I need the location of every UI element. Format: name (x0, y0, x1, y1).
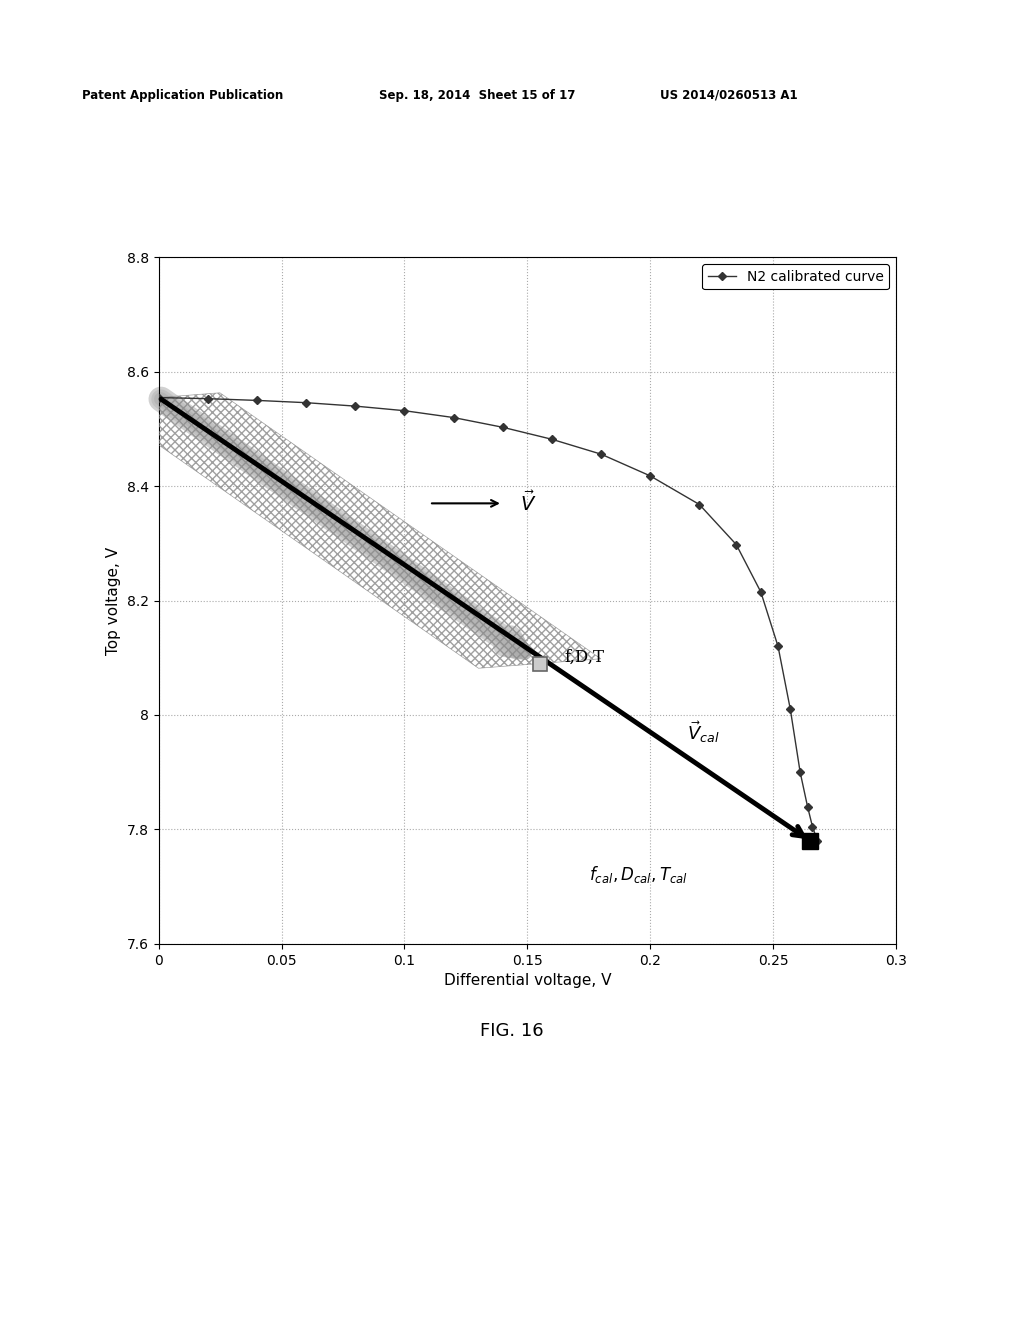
Text: $\vec{V}$: $\vec{V}$ (520, 491, 537, 516)
Line: N2 calibrated curve: N2 calibrated curve (156, 395, 820, 843)
Text: Patent Application Publication: Patent Application Publication (82, 88, 284, 102)
N2 calibrated curve (806, 818, 818, 834)
N2 calibrated curve (730, 537, 742, 553)
N2 calibrated curve (693, 496, 706, 512)
N2 calibrated curve (251, 392, 263, 408)
N2 calibrated curve (497, 420, 509, 436)
N2 calibrated curve (546, 432, 558, 447)
N2 calibrated curve (644, 469, 656, 484)
Text: US 2014/0260513 A1: US 2014/0260513 A1 (660, 88, 798, 102)
Text: $\vec{V}_{cal}$: $\vec{V}_{cal}$ (687, 719, 720, 744)
X-axis label: Differential voltage, V: Differential voltage, V (443, 973, 611, 989)
N2 calibrated curve (349, 399, 361, 414)
N2 calibrated curve (300, 395, 312, 411)
N2 calibrated curve (153, 389, 165, 405)
Text: $f_{cal},D_{cal},T_{cal}$: $f_{cal},D_{cal},T_{cal}$ (589, 863, 688, 884)
N2 calibrated curve (784, 701, 797, 717)
N2 calibrated curve (802, 799, 814, 814)
N2 calibrated curve (772, 639, 784, 655)
N2 calibrated curve (447, 409, 460, 425)
N2 calibrated curve (202, 391, 214, 407)
Text: Sep. 18, 2014  Sheet 15 of 17: Sep. 18, 2014 Sheet 15 of 17 (379, 88, 575, 102)
Text: FIG. 16: FIG. 16 (480, 1022, 544, 1040)
N2 calibrated curve (398, 403, 411, 418)
Text: f,D,T: f,D,T (564, 649, 604, 667)
N2 calibrated curve (755, 585, 767, 601)
N2 calibrated curve (811, 833, 823, 849)
Legend: N2 calibrated curve: N2 calibrated curve (702, 264, 889, 289)
N2 calibrated curve (595, 446, 607, 462)
N2 calibrated curve (794, 764, 806, 780)
Y-axis label: Top voltage, V: Top voltage, V (106, 546, 121, 655)
